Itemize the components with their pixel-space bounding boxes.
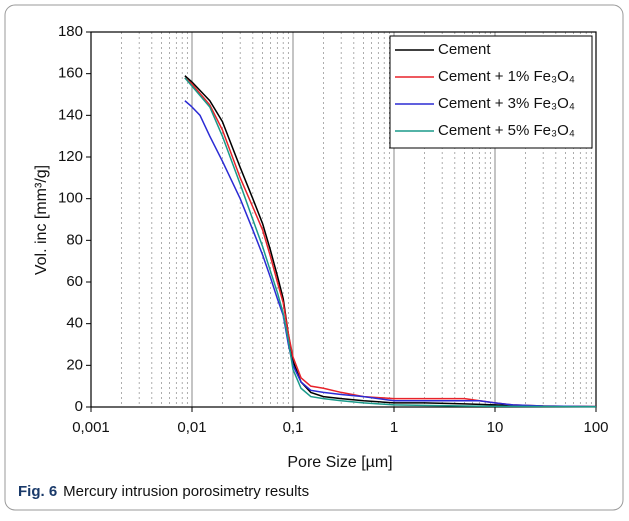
y-tick-label: 20 xyxy=(66,356,83,373)
y-tick-label: 60 xyxy=(66,273,83,290)
y-axis-label: Vol. inc [mm³/g] xyxy=(33,165,50,275)
caption-label: Fig. 6 xyxy=(18,483,57,500)
x-tick-label: 0,01 xyxy=(177,419,206,436)
series-line xyxy=(184,77,597,408)
y-tick-label: 120 xyxy=(58,148,83,165)
x-tick-label: 0,1 xyxy=(283,419,304,436)
y-tick-label: 180 xyxy=(58,23,83,40)
series-line xyxy=(184,75,597,408)
legend-label: Cement + 5% Fe₃O₄ xyxy=(438,122,575,139)
x-tick-label: 1 xyxy=(390,419,398,436)
x-axis-label: Pore Size [µm] xyxy=(287,454,392,471)
legend-label: Cement + 1% Fe₃O₄ xyxy=(438,68,575,85)
y-tick-label: 0 xyxy=(75,398,83,415)
x-tick-label: 100 xyxy=(583,419,608,436)
y-tick-label: 160 xyxy=(58,65,83,82)
y-tick-label: 140 xyxy=(58,106,83,123)
y-tick-label: 80 xyxy=(66,231,83,248)
plot-frame xyxy=(90,31,597,408)
frame xyxy=(4,4,624,511)
legend-label: Cement xyxy=(438,41,491,58)
x-tick-label: 0,001 xyxy=(72,419,110,436)
y-tick-label: 100 xyxy=(58,190,83,207)
series-line xyxy=(184,77,597,408)
caption-text: Mercury intrusion porosimetry results xyxy=(63,483,309,500)
x-tick-label: 10 xyxy=(487,419,504,436)
y-tick-label: 40 xyxy=(66,315,83,332)
caption: Fig. 6 Mercury intrusion porosimetry resu… xyxy=(18,483,309,500)
legend-label: Cement + 3% Fe₃O₄ xyxy=(438,95,575,112)
legend-box xyxy=(389,35,593,149)
